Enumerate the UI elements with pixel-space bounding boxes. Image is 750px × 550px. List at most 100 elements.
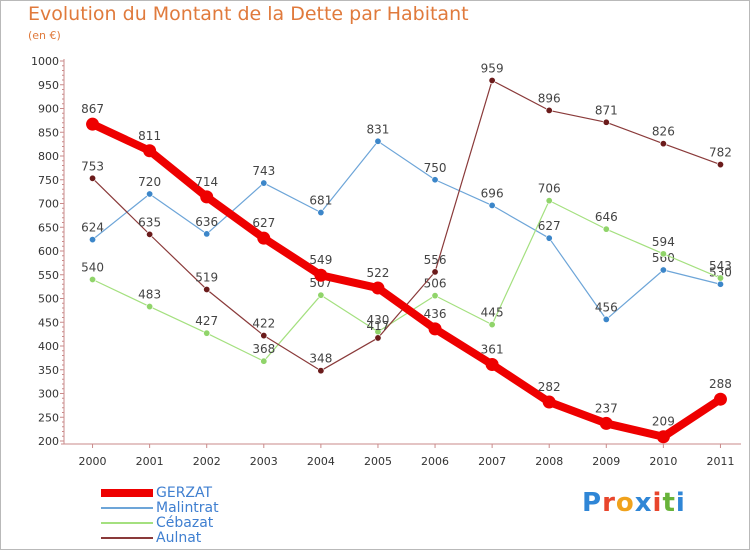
data-point xyxy=(545,234,553,242)
data-point xyxy=(713,392,727,406)
x-tick-label: 2011 xyxy=(706,455,734,468)
series-line-gerzat xyxy=(88,120,725,441)
series-line-malintrat xyxy=(91,140,722,320)
data-label: 540 xyxy=(81,261,104,275)
chart-unit-label: (en €) xyxy=(28,29,61,42)
data-point xyxy=(200,190,214,204)
y-tick-label: 900 xyxy=(38,103,59,116)
data-label: 361 xyxy=(481,343,504,357)
data-point xyxy=(203,285,211,293)
data-point xyxy=(317,367,325,375)
data-point xyxy=(374,334,382,342)
data-point xyxy=(545,197,553,205)
y-tick-label: 450 xyxy=(38,316,59,329)
data-point xyxy=(431,176,439,184)
data-point xyxy=(314,268,328,282)
data-point xyxy=(203,329,211,337)
data-point xyxy=(260,332,268,340)
data-point xyxy=(488,76,496,84)
data-point xyxy=(260,179,268,187)
data-point xyxy=(86,117,100,131)
data-label: 753 xyxy=(81,159,104,173)
data-label: 348 xyxy=(309,352,332,366)
data-label: 826 xyxy=(652,125,675,139)
data-label: 743 xyxy=(252,164,275,178)
data-label: 714 xyxy=(195,175,218,189)
data-label: 627 xyxy=(538,219,561,233)
data-label: 288 xyxy=(709,377,732,391)
data-point xyxy=(89,275,97,283)
series-line-aulnat xyxy=(91,79,722,372)
data-point xyxy=(542,395,556,409)
legend-swatch xyxy=(101,537,153,539)
data-point xyxy=(89,174,97,182)
data-label: 506 xyxy=(424,277,447,291)
y-tick-label: 750 xyxy=(38,174,59,187)
data-point xyxy=(89,236,97,244)
x-tick-label: 2010 xyxy=(649,455,677,468)
y-tick-label: 200 xyxy=(38,435,59,448)
data-label: 522 xyxy=(367,266,390,280)
data-point xyxy=(146,230,154,238)
data-label: 209 xyxy=(652,415,675,429)
x-tick-label: 2001 xyxy=(136,455,164,468)
data-point xyxy=(146,303,154,311)
data-label: 282 xyxy=(538,380,561,394)
x-tick-label: 2007 xyxy=(478,455,506,468)
y-tick-label: 400 xyxy=(38,340,59,353)
legend-item: Malintrat xyxy=(101,500,281,516)
data-point xyxy=(545,106,553,114)
logo-letter: i xyxy=(675,488,686,518)
data-label: 427 xyxy=(195,314,218,328)
data-point xyxy=(716,280,724,288)
x-tick-label: 2003 xyxy=(250,455,278,468)
data-label: 720 xyxy=(138,175,161,189)
legend-item: Aulnat xyxy=(101,530,281,546)
data-label: 456 xyxy=(595,300,618,314)
y-tick-label: 600 xyxy=(38,245,59,258)
x-tick-label: 2005 xyxy=(364,455,392,468)
legend-label: Cébazat xyxy=(156,515,214,531)
logo-letter: o xyxy=(615,488,635,518)
data-point xyxy=(602,118,610,126)
data-label: 706 xyxy=(538,182,561,196)
data-point xyxy=(716,274,724,282)
data-label: 782 xyxy=(709,146,732,160)
y-tick-label: 250 xyxy=(38,411,59,424)
data-label: 811 xyxy=(138,129,161,143)
data-label: 422 xyxy=(252,317,275,331)
y-tick-label: 300 xyxy=(38,388,59,401)
data-label: 483 xyxy=(138,288,161,302)
y-tick-label: 950 xyxy=(38,79,59,92)
data-label: 594 xyxy=(652,235,675,249)
data-label: 430 xyxy=(367,313,390,327)
data-point xyxy=(257,231,271,245)
data-label: 627 xyxy=(252,216,275,230)
data-label: 831 xyxy=(367,122,390,136)
proxiti-logo: Proxiti xyxy=(582,488,686,518)
legend-label: Aulnat xyxy=(156,530,202,546)
data-point xyxy=(431,268,439,276)
data-point xyxy=(488,201,496,209)
data-label: 436 xyxy=(424,307,447,321)
data-point xyxy=(317,209,325,217)
data-label: 519 xyxy=(195,270,218,284)
data-label: 896 xyxy=(538,91,561,105)
y-tick-label: 550 xyxy=(38,269,59,282)
x-tick-label: 2008 xyxy=(535,455,563,468)
legend-item: Cébazat xyxy=(101,515,281,531)
data-point xyxy=(716,161,724,169)
legend-swatch xyxy=(101,507,153,509)
data-label: 445 xyxy=(481,306,504,320)
x-tick-label: 2000 xyxy=(79,455,107,468)
data-point xyxy=(599,416,613,430)
logo-letter: t xyxy=(662,488,676,518)
data-label: 681 xyxy=(309,194,332,208)
data-point xyxy=(371,281,385,295)
logo-letter: i xyxy=(652,488,663,518)
data-label: 750 xyxy=(424,161,447,175)
data-point xyxy=(656,430,670,444)
data-label: 871 xyxy=(595,103,618,117)
data-point xyxy=(485,358,499,372)
y-tick-label: 700 xyxy=(38,198,59,211)
